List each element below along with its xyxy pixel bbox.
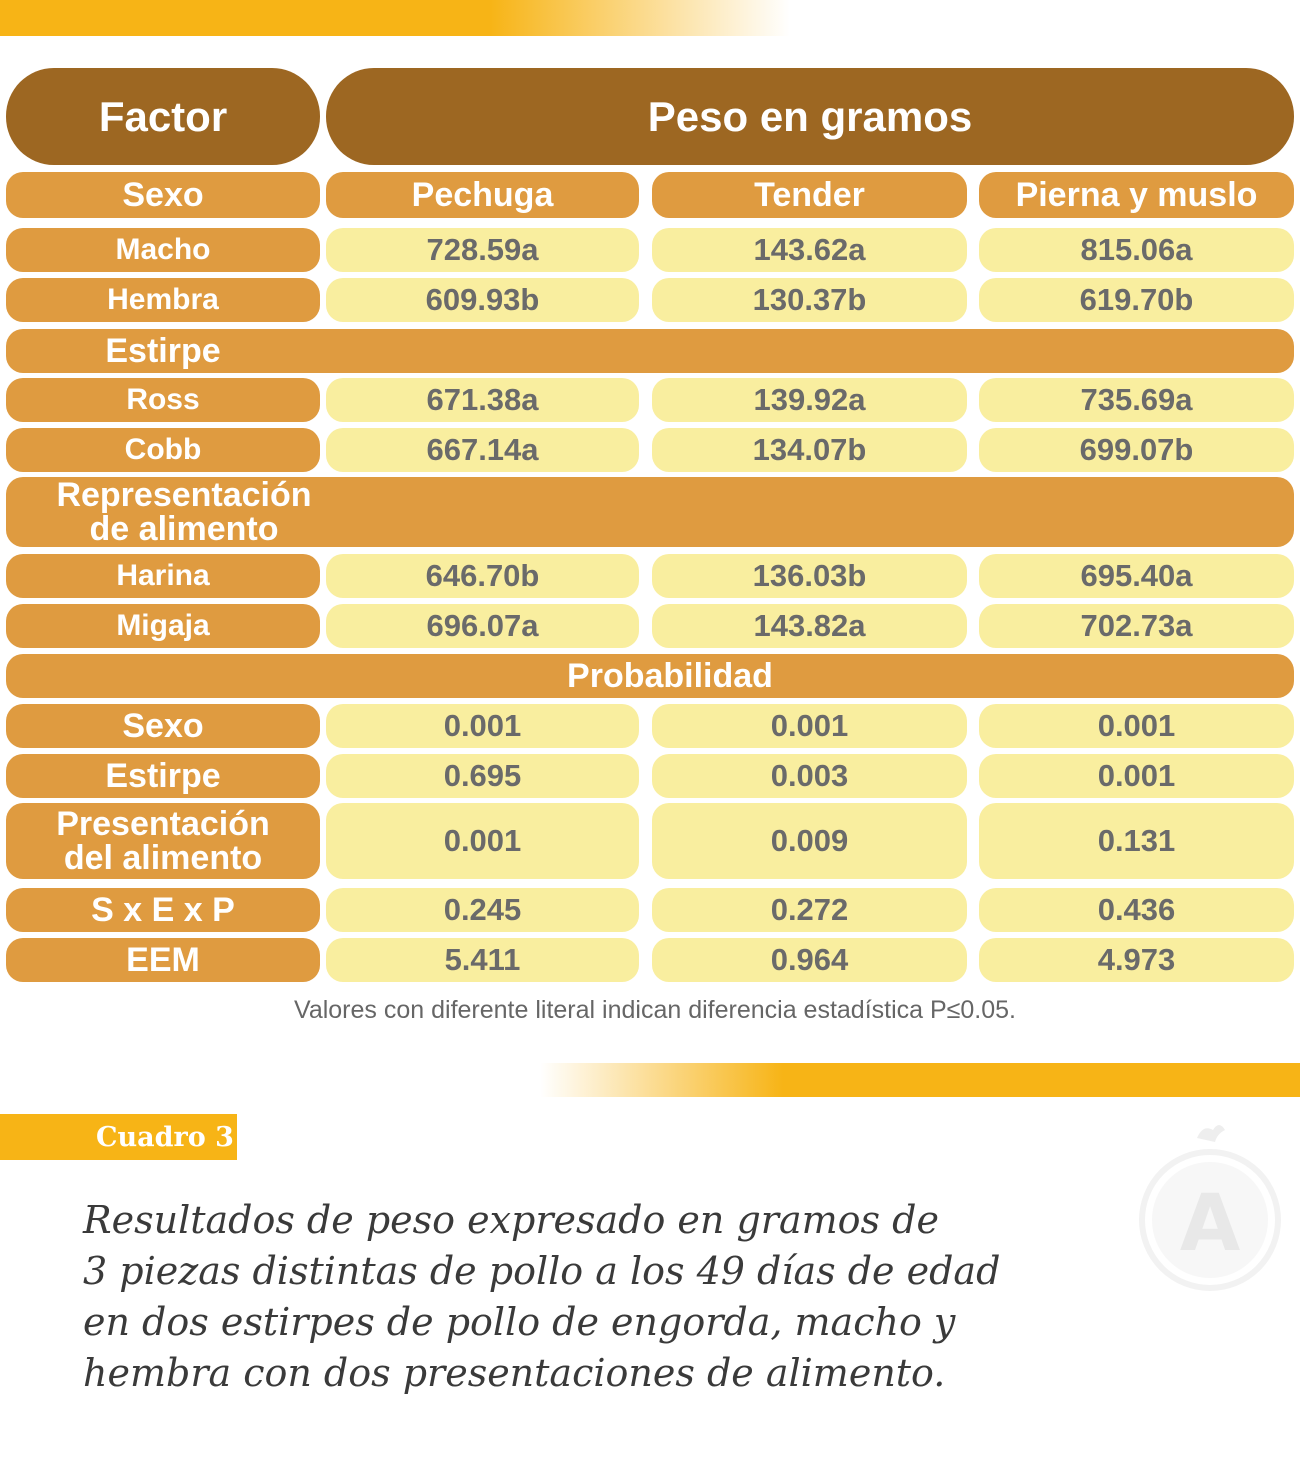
value-macho-tender: 143.62a [652,228,967,272]
row-label-p-presentacion: Presentación del alimento [6,803,320,879]
value-hembra-pierna: 619.70b [979,278,1294,322]
row-label-p-presentacion-line1: Presentación [56,805,270,843]
section-representacion: Representación de alimento [6,477,1294,547]
row-label-p-sexo: Sexo [6,704,320,748]
row-label-cobb: Cobb [6,428,320,472]
value-hembra-pechuga: 609.93b [326,278,639,322]
value-sxexp-pierna: 0.436 [979,888,1294,932]
header-peso-en-gramos: Peso en gramos [326,68,1294,165]
footnote: Valores con diferente literal indican di… [294,996,1016,1024]
value-migaja-pechuga: 696.07a [326,604,639,648]
value-p-sexo-pechuga: 0.001 [326,704,639,748]
value-ross-tender: 139.92a [652,378,967,422]
value-ross-pierna: 735.69a [979,378,1294,422]
section-probabilidad: Probabilidad [6,654,1294,698]
row-label-harina: Harina [6,554,320,598]
top-accent-bar [0,0,790,36]
row-label-p-presentacion-line2: del alimento [63,839,263,877]
value-p-pres-pechuga: 0.001 [326,803,639,879]
value-ross-pechuga: 671.38a [326,378,639,422]
value-harina-tender: 136.03b [652,554,967,598]
value-sxexp-pechuga: 0.245 [326,888,639,932]
value-p-sexo-tender: 0.001 [652,704,967,748]
mid-accent-bar [540,1063,1300,1097]
value-harina-pechuga: 646.70b [326,554,639,598]
value-hembra-tender: 130.37b [652,278,967,322]
value-macho-pechuga: 728.59a [326,228,639,272]
section-representacion-line2: de alimento [89,510,279,548]
caption-line-1: Resultados de peso expresado en gramos d… [83,1198,939,1242]
caption-line-2: 3 piezas distintas de pollo a los 49 día… [83,1249,1001,1293]
value-eem-pierna: 4.973 [979,938,1294,982]
value-p-estirpe-pechuga: 0.695 [326,754,639,798]
column-header-tender: Tender [652,172,967,218]
section-estirpe: Estirpe [6,329,1294,373]
watermark-letter: A [1180,1179,1240,1269]
column-header-sexo: Sexo [6,172,320,218]
value-p-estirpe-pierna: 0.001 [979,754,1294,798]
section-representacion-line1: Representación [56,476,312,514]
caption-line-3: en dos estirpes de pollo de engorda, mac… [83,1300,956,1344]
value-harina-pierna: 695.40a [979,554,1294,598]
header-factor: Factor [6,68,320,165]
caption: Resultados de peso expresado en gramos d… [83,1195,1033,1399]
row-label-macho: Macho [6,228,320,272]
value-p-pres-pierna: 0.131 [979,803,1294,879]
value-migaja-tender: 143.82a [652,604,967,648]
value-p-estirpe-tender: 0.003 [652,754,967,798]
row-label-eem: EEM [6,938,320,982]
caption-line-4: hembra con dos presentaciones de aliment… [83,1351,946,1395]
value-p-sexo-pierna: 0.001 [979,704,1294,748]
value-cobb-pierna: 699.07b [979,428,1294,472]
row-label-ross: Ross [6,378,320,422]
watermark-logo-icon: A [1139,1125,1281,1291]
section-probabilidad-label: Probabilidad [567,656,773,695]
value-eem-tender: 0.964 [652,938,967,982]
row-label-hembra: Hembra [6,278,320,322]
value-p-pres-tender: 0.009 [652,803,967,879]
value-eem-pechuga: 5.411 [326,938,639,982]
row-label-s-x-e-x-p: S x E x P [6,888,320,932]
value-migaja-pierna: 702.73a [979,604,1294,648]
column-header-pierna-y-muslo: Pierna y muslo [979,172,1294,218]
cuadro-label: Cuadro 3 [0,1114,237,1160]
row-label-migaja: Migaja [6,604,320,648]
value-cobb-tender: 134.07b [652,428,967,472]
value-macho-pierna: 815.06a [979,228,1294,272]
section-estirpe-label: Estirpe [105,331,221,370]
row-label-p-estirpe: Estirpe [6,754,320,798]
value-cobb-pechuga: 667.14a [326,428,639,472]
column-header-pechuga: Pechuga [326,172,639,218]
value-sxexp-tender: 0.272 [652,888,967,932]
